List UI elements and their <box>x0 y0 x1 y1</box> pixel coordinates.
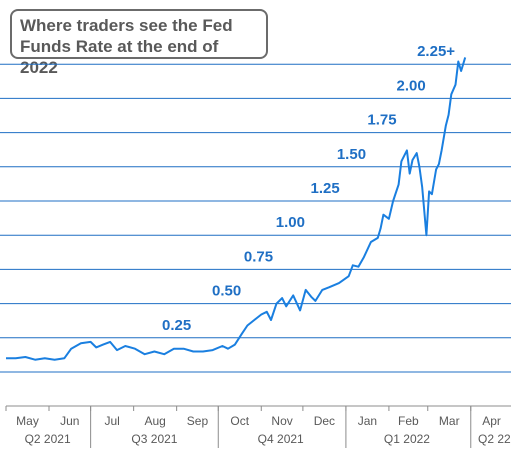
level-label-2: 0.75 <box>244 248 273 265</box>
chart-title-line-2: Funds Rate at the end of 2022 <box>20 37 219 77</box>
level-label-3: 1.00 <box>276 214 305 231</box>
quarter-label-0: Q2 2021 <box>25 432 71 446</box>
quarter-label-2: Q4 2021 <box>258 432 304 446</box>
month-label-0: May <box>16 414 39 428</box>
month-label-2: Jul <box>104 414 119 428</box>
month-label-7: Dec <box>314 414 335 428</box>
x-axis: May Jun Jul Aug Sep Oct Nov Dec Jan Feb Mar Apr Q2 2… <box>5 405 511 448</box>
chart-title-line-1: Where traders see the Fed <box>20 16 233 35</box>
level-label-6: 1.75 <box>367 112 396 129</box>
month-label-4: Sep <box>187 414 209 428</box>
month-label-11: Apr <box>482 414 501 428</box>
series-line <box>6 57 467 361</box>
quarter-label-3: Q1 2022 <box>384 432 430 446</box>
month-label-8: Jan <box>358 414 377 428</box>
chart-title: Where traders see the Fed Funds Rate at … <box>10 9 268 77</box>
level-labels: 0.25 0.50 0.751.00 1.25 1.501.75 2.00 2.25+ <box>162 43 455 334</box>
month-label-5: Oct <box>230 414 249 428</box>
quarter-label-1: Q3 2021 <box>131 432 177 446</box>
month-label-10: Mar <box>439 414 460 428</box>
series-0-line <box>6 57 467 361</box>
level-label-4: 1.25 <box>310 180 339 197</box>
level-label-5: 1.50 <box>337 146 366 163</box>
month-label-3: Aug <box>144 414 165 428</box>
quarter-label-4: Q2 22 <box>478 432 511 446</box>
gridlines <box>0 63 511 373</box>
month-label-6: Nov <box>271 414 292 428</box>
level-label-1: 0.50 <box>212 283 241 300</box>
level-label-8: 2.25+ <box>417 43 455 60</box>
level-label-0: 0.25 <box>162 317 191 334</box>
level-label-7: 2.00 <box>397 77 426 94</box>
month-label-9: Feb <box>398 414 419 428</box>
month-label-1: Jun <box>60 414 79 428</box>
